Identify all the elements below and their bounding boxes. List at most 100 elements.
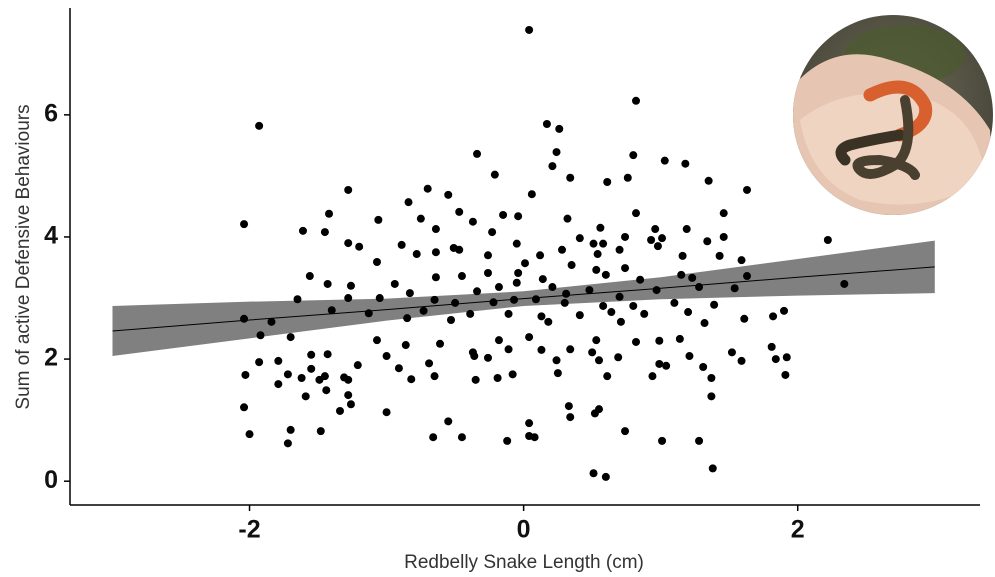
- data-point: [470, 352, 479, 361]
- data-point: [514, 212, 523, 221]
- data-point: [397, 240, 406, 249]
- data-point: [405, 289, 414, 298]
- data-point: [599, 301, 608, 310]
- data-point: [320, 228, 329, 237]
- data-point: [455, 245, 464, 254]
- data-point: [681, 159, 690, 168]
- data-point: [344, 391, 353, 400]
- data-point: [255, 358, 264, 367]
- data-point: [240, 403, 249, 412]
- x-axis-label: Redbelly Snake Length (cm): [404, 552, 644, 573]
- data-point: [325, 209, 334, 218]
- data-point: [274, 356, 283, 365]
- y-tick-label: 2: [44, 344, 58, 372]
- data-point: [629, 301, 638, 310]
- data-point: [451, 298, 460, 307]
- data-point: [241, 370, 250, 379]
- data-point: [514, 268, 523, 277]
- data-point: [407, 375, 416, 384]
- data-point: [489, 298, 498, 307]
- data-point: [344, 185, 353, 194]
- data-point: [636, 275, 645, 284]
- data-point: [614, 353, 623, 362]
- data-point: [256, 331, 265, 340]
- data-point: [375, 294, 384, 303]
- data-point: [457, 433, 466, 442]
- data-point: [404, 198, 413, 207]
- data-point: [468, 217, 477, 226]
- data-point: [640, 309, 649, 318]
- data-point: [769, 312, 778, 321]
- data-point: [525, 333, 534, 342]
- data-point: [483, 353, 492, 362]
- data-point: [240, 314, 249, 323]
- data-point: [512, 239, 521, 248]
- data-point: [335, 406, 344, 415]
- data-point: [670, 298, 679, 307]
- data-point: [782, 353, 791, 362]
- data-point: [283, 439, 292, 448]
- data-point: [536, 251, 545, 260]
- data-point: [632, 337, 641, 346]
- data-point: [621, 232, 630, 241]
- data-point: [771, 355, 780, 364]
- data-point: [423, 184, 432, 193]
- data-point: [621, 264, 630, 273]
- data-point: [552, 148, 561, 157]
- data-point: [566, 173, 575, 182]
- data-point: [466, 309, 475, 318]
- data-point: [531, 295, 540, 304]
- data-point: [444, 190, 453, 199]
- data-point: [327, 306, 336, 315]
- data-point: [707, 374, 716, 383]
- data-point: [530, 433, 539, 442]
- data-point: [425, 359, 434, 368]
- data-point: [607, 308, 616, 317]
- data-point: [494, 283, 503, 292]
- data-point: [560, 298, 569, 307]
- data-point: [601, 270, 610, 279]
- data-point: [616, 317, 625, 326]
- data-point: [615, 292, 624, 301]
- data-point: [346, 281, 355, 290]
- data-point: [596, 223, 605, 232]
- data-point: [323, 350, 332, 359]
- data-point: [632, 209, 641, 218]
- data-point: [323, 279, 332, 288]
- data-point: [615, 245, 624, 254]
- data-point: [446, 315, 455, 324]
- data-point: [430, 295, 439, 304]
- data-point: [283, 370, 292, 379]
- data-point: [563, 214, 572, 223]
- data-point: [593, 250, 602, 259]
- data-point: [695, 436, 704, 445]
- data-point: [553, 369, 562, 378]
- data-point: [372, 257, 381, 266]
- data-point: [444, 417, 453, 426]
- data-point: [562, 289, 571, 298]
- data-point: [374, 215, 383, 224]
- data-point: [293, 295, 302, 304]
- data-point: [682, 225, 691, 234]
- data-point: [344, 294, 353, 303]
- data-point: [647, 236, 656, 245]
- data-point: [599, 239, 608, 248]
- data-point: [416, 214, 425, 223]
- data-point: [525, 25, 534, 34]
- data-point: [286, 333, 295, 342]
- data-point: [521, 259, 529, 268]
- data-point: [315, 375, 324, 384]
- data-point: [297, 374, 306, 383]
- data-point: [823, 236, 832, 245]
- data-point: [255, 121, 264, 130]
- data-point: [840, 279, 849, 288]
- y-tick-label: 4: [44, 222, 58, 250]
- data-point: [403, 314, 412, 323]
- data-point: [719, 209, 728, 218]
- data-point: [655, 359, 664, 368]
- data-point: [537, 345, 546, 354]
- y-axis-label: Sum of active Defensive Behaviours: [13, 104, 34, 409]
- data-point: [708, 464, 717, 473]
- data-point: [494, 336, 503, 345]
- data-point: [695, 283, 704, 292]
